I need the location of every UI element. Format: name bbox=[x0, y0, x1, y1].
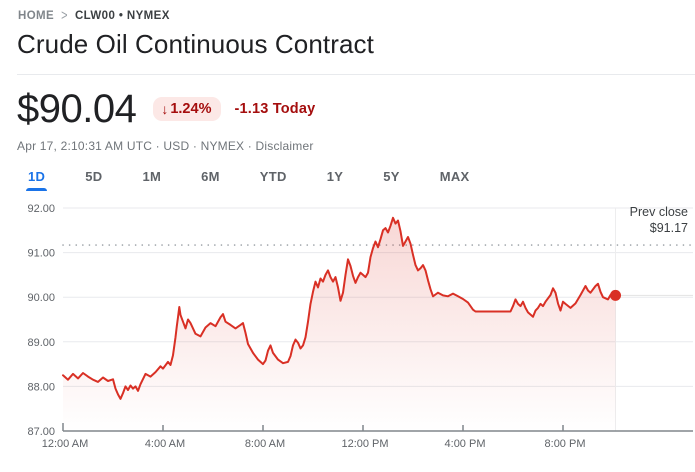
svg-text:8:00 PM: 8:00 PM bbox=[545, 438, 586, 450]
svg-text:4:00 PM: 4:00 PM bbox=[445, 438, 486, 450]
disclaimer-link[interactable]: Disclaimer bbox=[255, 139, 314, 153]
svg-text:88.00: 88.00 bbox=[27, 381, 55, 393]
svg-text:89.00: 89.00 bbox=[27, 337, 55, 349]
page-title: Crude Oil Continuous Contract bbox=[17, 29, 374, 59]
header-divider bbox=[17, 74, 695, 75]
quote-meta-text: Apr 17, 2:10:31 AM UTC · USD · NYMEX · bbox=[17, 139, 256, 153]
tab-6m[interactable]: 6M bbox=[201, 169, 220, 184]
svg-text:87.00: 87.00 bbox=[27, 426, 55, 438]
svg-text:4:00 AM: 4:00 AM bbox=[145, 438, 185, 450]
svg-text:12:00 AM: 12:00 AM bbox=[42, 438, 88, 450]
price-row: $90.04 ↓ 1.24% -1.13 Today bbox=[17, 89, 695, 129]
breadcrumb: HOME > CLW00 • NYMEX bbox=[0, 0, 695, 24]
tab-5y[interactable]: 5Y bbox=[383, 169, 400, 184]
chevron-right-icon: > bbox=[61, 8, 68, 24]
svg-text:92.00: 92.00 bbox=[27, 203, 55, 215]
tab-max[interactable]: MAX bbox=[439, 169, 470, 184]
tab-1y[interactable]: 1Y bbox=[326, 169, 344, 184]
absolute-change-today: -1.13 Today bbox=[234, 101, 316, 117]
arrow-down-icon: ↓ bbox=[161, 101, 169, 117]
svg-text:90.00: 90.00 bbox=[27, 292, 55, 304]
quote-meta: Apr 17, 2:10:31 AM UTC · USD · NYMEX · D… bbox=[17, 139, 695, 153]
svg-text:12:00 PM: 12:00 PM bbox=[341, 438, 388, 450]
tab-1d[interactable]: 1D bbox=[25, 169, 48, 191]
price-chart[interactable]: 92.00 91.00 90.00 89.00 88.00 87.00 Prev close… bbox=[0, 195, 695, 465]
svg-text:$91.17: $91.17 bbox=[650, 221, 688, 235]
svg-text:8:00 AM: 8:00 AM bbox=[245, 438, 285, 450]
time-range-tabs: 1D 5D 1M 6M YTD 1Y 5Y MAX bbox=[25, 169, 695, 191]
current-price: $90.04 bbox=[17, 87, 137, 131]
svg-text:Prev close: Prev close bbox=[630, 205, 688, 219]
percent-change-badge: ↓ 1.24% bbox=[153, 97, 222, 121]
svg-text:91.00: 91.00 bbox=[27, 248, 55, 260]
tab-ytd[interactable]: YTD bbox=[259, 169, 287, 184]
price-chart-svg: 92.00 91.00 90.00 89.00 88.00 87.00 Prev close… bbox=[27, 203, 694, 450]
breadcrumb-home-link[interactable]: HOME bbox=[18, 10, 55, 22]
percent-change-value: 1.24% bbox=[170, 101, 212, 117]
tab-1m[interactable]: 1M bbox=[142, 169, 162, 184]
tab-5d[interactable]: 5D bbox=[85, 169, 103, 184]
breadcrumb-symbol: CLW00 • NYMEX bbox=[74, 10, 170, 22]
